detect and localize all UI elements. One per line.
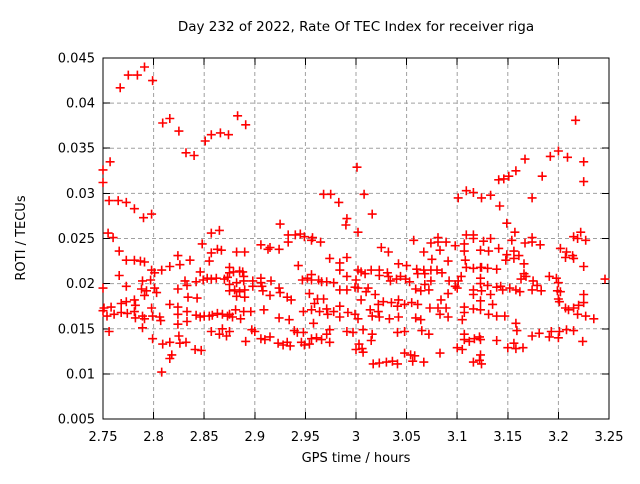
- x-tick-label: 2.8: [143, 430, 164, 445]
- x-tick-label: 2.9: [244, 430, 265, 445]
- x-tick-label: 3.25: [595, 430, 624, 445]
- x-tick-label: 2.95: [291, 430, 320, 445]
- scatter-points: [98, 62, 610, 377]
- y-tick-label: 0.04: [66, 97, 95, 112]
- y-tick-label: 0.035: [58, 142, 95, 157]
- y-tick-label: 0.005: [58, 413, 95, 428]
- y-tick-label: 0.03: [66, 187, 95, 202]
- tick-labels: 2.75 2.8 2.85 2.9 2.95 3 3.05 3.1 3.15 3.2 3.25 0.0…: [58, 52, 624, 446]
- x-tick-label: 3.15: [493, 430, 522, 445]
- x-tick-label: 3: [352, 430, 360, 445]
- x-tick-label: 3.05: [392, 430, 421, 445]
- scatter-series: [98, 62, 610, 377]
- x-axis-label: GPS time / hours: [302, 451, 411, 466]
- x-tick-label: 3.2: [548, 430, 569, 445]
- y-tick-label: 0.015: [58, 322, 95, 337]
- y-tick-label: 0.045: [58, 52, 95, 67]
- y-tick-label: 0.02: [66, 277, 95, 292]
- gridlines: [103, 58, 609, 419]
- y-tick-label: 0.01: [66, 367, 95, 382]
- x-tick-label: 2.85: [190, 430, 219, 445]
- y-tick-label: 0.025: [58, 232, 95, 247]
- chart-title: Day 232 of 2022, Rate Of TEC Index for r…: [178, 19, 534, 35]
- y-axis-label: ROTI / TECUs: [14, 195, 29, 280]
- x-tick-label: 3.1: [447, 430, 468, 445]
- x-tick-label: 2.75: [89, 430, 118, 445]
